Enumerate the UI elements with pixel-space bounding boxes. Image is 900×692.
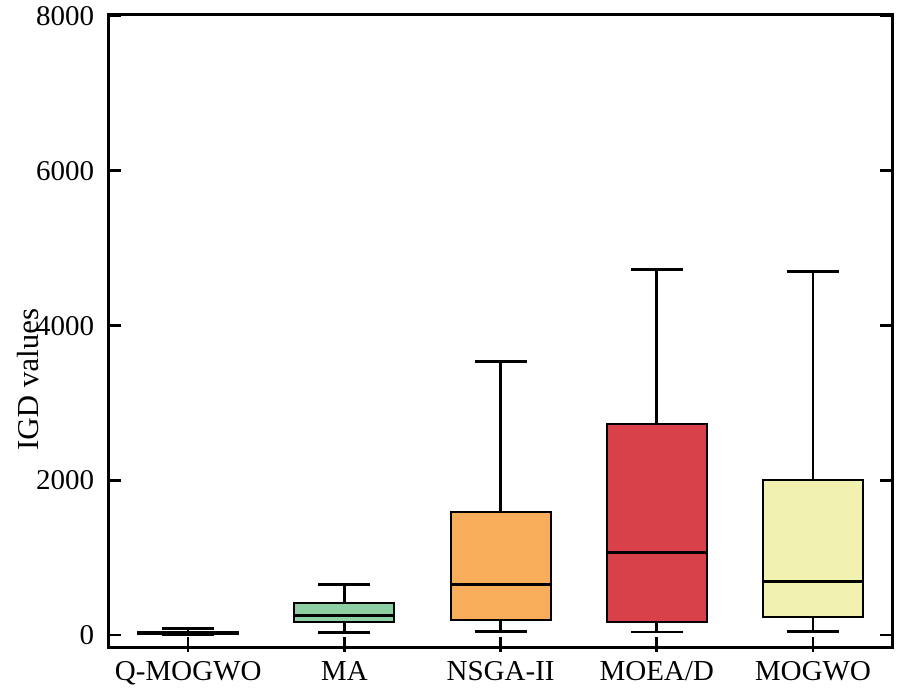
iqr-box — [293, 601, 396, 623]
upper-whisker-line — [499, 361, 502, 511]
y-axis-tick-left — [110, 479, 121, 482]
y-axis-tick-right — [880, 324, 891, 327]
median-line — [605, 550, 708, 554]
upper-whisker-line — [811, 271, 815, 479]
lower-whisker-line — [499, 621, 502, 632]
median-line — [137, 630, 240, 634]
y-axis-tick-left — [110, 633, 121, 637]
upper-whisker-cap — [318, 583, 371, 587]
lower-whisker-cap — [786, 629, 839, 633]
upper-whisker-cap — [786, 270, 839, 273]
x-axis-category-label: NSGA-II — [446, 655, 555, 687]
y-axis-tick-label: 0 — [79, 619, 95, 652]
upper-whisker-cap — [162, 627, 215, 630]
y-axis-tick-label: 6000 — [36, 154, 94, 187]
lower-whisker-line — [343, 622, 346, 633]
x-axis-tick — [499, 637, 502, 652]
median-line — [293, 613, 396, 617]
upper-whisker-line — [343, 584, 346, 602]
y-axis-tick-label: 8000 — [36, 0, 94, 32]
y-axis-tick-label: 2000 — [36, 464, 94, 497]
iqr-box — [761, 478, 864, 619]
x-axis-tick — [186, 637, 190, 652]
x-axis-category-label: Q-MOGWO — [114, 655, 262, 687]
upper-whisker-cap — [474, 359, 527, 363]
x-axis-category-label: MOGWO — [754, 655, 871, 687]
median-line — [449, 583, 552, 587]
y-axis-tick-label: 4000 — [36, 309, 94, 342]
lower-whisker-cap — [474, 629, 527, 633]
median-line — [761, 580, 864, 584]
upper-whisker-line — [655, 269, 658, 424]
y-axis-tick-right — [880, 633, 891, 637]
y-axis-tick-left — [110, 169, 121, 173]
lower-whisker-cap — [630, 630, 683, 634]
y-axis-tick-right — [880, 14, 891, 18]
x-axis-category-label: MOEA/D — [599, 655, 714, 687]
x-axis-tick — [655, 637, 658, 652]
y-axis-tick-left — [110, 14, 121, 18]
iqr-box — [449, 510, 552, 622]
x-axis-category-label: MA — [320, 655, 368, 687]
plot-area — [107, 13, 894, 649]
lower-whisker-cap — [318, 631, 371, 635]
x-axis-tick — [343, 637, 346, 652]
iqr-box — [605, 423, 708, 623]
x-axis-tick — [811, 637, 815, 652]
y-axis-tick-right — [880, 169, 891, 173]
lower-whisker-line — [811, 618, 815, 632]
y-axis-tick-right — [880, 479, 891, 482]
y-axis-tick-left — [110, 324, 121, 327]
lower-whisker-line — [655, 622, 658, 633]
lower-whisker-cap — [162, 633, 215, 637]
upper-whisker-cap — [630, 268, 683, 272]
